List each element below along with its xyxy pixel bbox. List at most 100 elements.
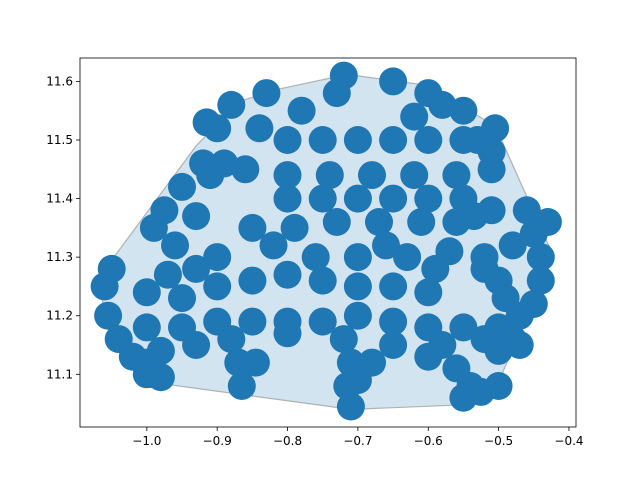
data-point bbox=[336, 392, 365, 421]
y-tick-label: 11.5 bbox=[46, 133, 73, 147]
data-point bbox=[379, 272, 408, 301]
data-point bbox=[358, 161, 386, 190]
data-point bbox=[379, 331, 408, 359]
data-point bbox=[182, 202, 211, 231]
data-point bbox=[533, 208, 562, 236]
data-point bbox=[161, 231, 189, 260]
data-point bbox=[470, 254, 499, 283]
y-tick-label: 11.2 bbox=[46, 309, 73, 323]
data-point bbox=[203, 114, 232, 143]
data-point bbox=[301, 243, 330, 272]
data-point bbox=[94, 301, 123, 330]
y-axis: 11.1 11.2 11.3 11.4 11.5 11.6 bbox=[46, 74, 80, 381]
data-point bbox=[512, 196, 541, 225]
data-point bbox=[132, 278, 161, 307]
x-tick-label: −0.4 bbox=[554, 434, 583, 448]
data-point bbox=[182, 331, 211, 359]
data-point bbox=[238, 213, 267, 242]
data-point bbox=[308, 307, 337, 336]
data-point bbox=[217, 325, 246, 354]
data-point bbox=[238, 307, 267, 336]
data-point bbox=[259, 231, 288, 260]
data-point bbox=[227, 372, 256, 400]
data-point bbox=[449, 96, 478, 125]
x-tick-label: −0.6 bbox=[414, 434, 443, 448]
data-point bbox=[139, 213, 168, 242]
data-point bbox=[343, 301, 372, 330]
data-point bbox=[217, 90, 246, 119]
data-point bbox=[322, 208, 351, 236]
data-point bbox=[273, 184, 302, 213]
data-point bbox=[245, 114, 274, 143]
data-point bbox=[132, 313, 161, 342]
data-point bbox=[280, 213, 309, 242]
x-tick-label: −1.0 bbox=[132, 434, 161, 448]
data-point bbox=[273, 126, 302, 154]
data-point bbox=[241, 348, 270, 377]
x-tick-label: −0.5 bbox=[484, 434, 513, 448]
data-point bbox=[484, 336, 513, 365]
data-point bbox=[168, 172, 196, 201]
data-point bbox=[526, 243, 555, 272]
data-point bbox=[414, 126, 443, 154]
data-point bbox=[393, 243, 422, 272]
x-axis: −1.0 −0.9 −0.8 −0.7 −0.6 −0.5 −0.4 bbox=[132, 427, 584, 448]
data-point bbox=[343, 243, 372, 272]
data-point bbox=[460, 202, 488, 231]
data-point bbox=[203, 272, 232, 301]
data-point bbox=[273, 260, 302, 289]
data-point bbox=[153, 260, 182, 289]
data-point bbox=[414, 342, 443, 371]
y-tick-label: 11.6 bbox=[46, 74, 73, 88]
data-point bbox=[400, 161, 429, 190]
data-point bbox=[428, 90, 457, 119]
data-point bbox=[400, 102, 429, 131]
data-point bbox=[273, 161, 302, 190]
x-tick-label: −0.9 bbox=[203, 434, 232, 448]
data-point bbox=[308, 266, 337, 295]
data-point bbox=[343, 184, 372, 213]
data-point bbox=[308, 184, 337, 213]
plot-frame bbox=[79, 57, 577, 428]
data-point bbox=[372, 231, 400, 260]
data-point bbox=[414, 278, 443, 307]
data-point bbox=[491, 284, 520, 313]
data-point bbox=[287, 96, 316, 125]
scatter-points-layer bbox=[90, 61, 562, 421]
data-point bbox=[358, 348, 386, 377]
data-point bbox=[203, 243, 232, 272]
data-point bbox=[322, 79, 351, 108]
data-point bbox=[231, 155, 260, 184]
data-point bbox=[484, 372, 513, 400]
x-tick-label: −0.8 bbox=[273, 434, 302, 448]
data-point bbox=[273, 319, 302, 348]
data-point bbox=[379, 307, 408, 336]
data-point bbox=[308, 126, 337, 154]
data-point bbox=[365, 208, 393, 236]
data-point bbox=[252, 79, 281, 108]
data-point bbox=[442, 161, 471, 190]
data-point bbox=[315, 161, 344, 190]
data-point bbox=[379, 67, 408, 96]
data-point bbox=[182, 254, 211, 283]
data-point bbox=[505, 331, 534, 359]
data-point bbox=[498, 231, 527, 260]
data-point bbox=[238, 266, 267, 295]
data-point bbox=[379, 126, 408, 154]
y-tick-label: 11.4 bbox=[46, 192, 73, 206]
data-point bbox=[90, 272, 119, 301]
data-point bbox=[343, 126, 372, 154]
data-point bbox=[435, 237, 464, 266]
data-point bbox=[477, 137, 506, 166]
data-point bbox=[407, 208, 436, 236]
data-point bbox=[379, 184, 408, 213]
data-point bbox=[210, 149, 239, 178]
data-point bbox=[449, 313, 478, 342]
data-point bbox=[139, 360, 168, 389]
data-point bbox=[526, 266, 555, 295]
y-tick-label: 11.1 bbox=[46, 367, 73, 381]
data-point bbox=[343, 272, 372, 301]
x-tick-label: −0.7 bbox=[343, 434, 372, 448]
data-point bbox=[414, 184, 443, 213]
